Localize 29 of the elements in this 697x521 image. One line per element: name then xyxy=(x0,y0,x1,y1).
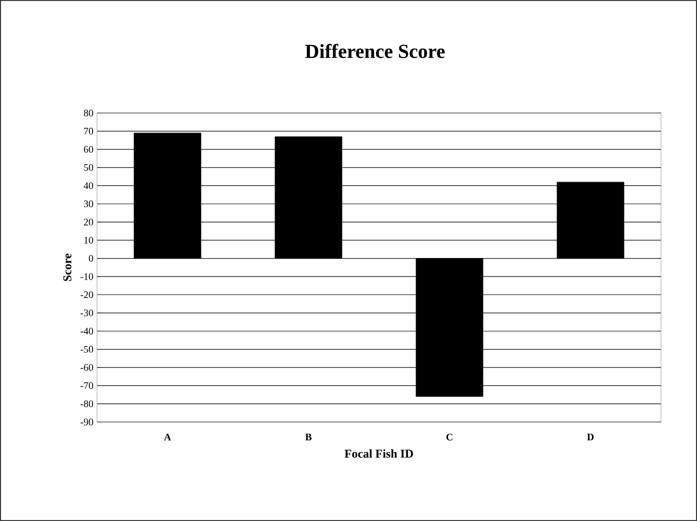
bar xyxy=(134,132,202,259)
y-tick-label: 0 xyxy=(88,255,94,262)
chart-title: Difference Score xyxy=(305,44,445,58)
y-tick-label: -60 xyxy=(80,364,94,371)
y-tick-label: -50 xyxy=(80,346,94,353)
y-tick-label: 40 xyxy=(84,182,94,190)
x-tick-label: A xyxy=(164,434,172,440)
y-tick-label: 20 xyxy=(84,218,94,226)
y-tick-label: -30 xyxy=(80,310,94,316)
y-tick-label: -10 xyxy=(80,273,94,280)
bar xyxy=(416,258,484,397)
x-tick-label: C xyxy=(446,434,452,440)
y-tick-label: 80 xyxy=(84,110,94,116)
x-tick-label: D xyxy=(587,434,594,440)
y-tick-label: -70 xyxy=(80,382,94,390)
bar xyxy=(274,136,342,259)
y-tick-label: 60 xyxy=(84,146,94,153)
bar xyxy=(556,182,624,259)
x-axis-title: Focal Fish ID xyxy=(344,449,413,458)
y-tick-label: 30 xyxy=(84,200,94,208)
y-tick-label: 70 xyxy=(84,128,94,135)
y-tick-label: -80 xyxy=(80,400,94,408)
y-tick-label: -90 xyxy=(80,418,94,426)
y-tick-label: 50 xyxy=(84,164,94,171)
y-tick-label: -20 xyxy=(80,291,94,298)
x-tick-label: B xyxy=(305,434,312,440)
y-tick-label: 10 xyxy=(84,236,94,244)
y-tick-label: -40 xyxy=(80,328,94,334)
y-axis-title: Score xyxy=(63,254,72,282)
